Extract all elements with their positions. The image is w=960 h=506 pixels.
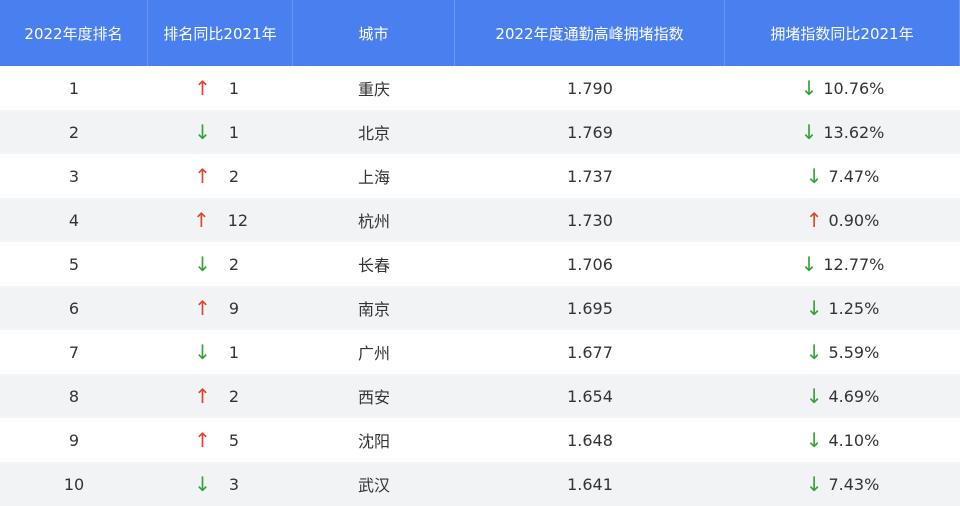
index-change-arrow: ↓	[800, 76, 818, 100]
index-change-arrow: ↑	[805, 208, 823, 232]
header-cell: 2022年度排名	[0, 0, 148, 66]
rank-change-cell: ↑ 1	[148, 66, 293, 110]
city-cell: 重庆	[357, 80, 390, 99]
index-change-cell: ↓ 4.10%	[725, 418, 960, 462]
rank-change-arrow: ↑	[194, 76, 211, 100]
city-cell: 南京	[293, 286, 455, 330]
rank-change-arrow: ↑	[194, 296, 211, 320]
city-cell: 杭州	[293, 198, 455, 242]
rank-change-arrow: ↓	[194, 340, 211, 364]
index-change-value: 4.69%	[828, 386, 880, 406]
index-change-arrow: ↓	[805, 428, 823, 452]
index-change-value: 0.90%	[828, 210, 880, 230]
rank-cell: 2	[0, 110, 148, 154]
city-cell: 北京	[293, 110, 455, 154]
city-cell: 广州	[357, 344, 390, 363]
rank-change-cell: ↓ 1	[148, 330, 293, 374]
rank-change-arrow: ↓	[194, 120, 211, 144]
city-cell: 长春	[357, 256, 390, 275]
rank-cell: 10	[0, 462, 148, 506]
rank-change-cell: ↓ 2	[148, 242, 293, 286]
index-cell: 1.769	[455, 110, 725, 154]
rank-change-cell: ↓ 1	[148, 110, 293, 154]
index-change-cell: ↓ 13.62%	[725, 110, 960, 154]
index-change-arrow: ↓	[805, 164, 823, 188]
rank-change-value: 2	[228, 254, 240, 274]
index-cell: 1.654	[455, 374, 725, 418]
rank-change-arrow: ↑	[194, 428, 211, 452]
city-cell: 上海	[357, 168, 390, 187]
rank-cell: 4	[0, 198, 148, 242]
header-cell: 排名同比2021年	[148, 0, 293, 66]
rank-cell: 8	[0, 374, 148, 418]
index-change-value: 12.77%	[823, 254, 885, 274]
rank-change-value: 1	[228, 122, 240, 142]
rank-change-cell: ↓ 3	[148, 462, 293, 506]
rank-change-value: 2	[228, 386, 240, 406]
rank-change-arrow: ↓	[194, 472, 211, 496]
index-cell: 1.677	[567, 342, 613, 362]
rank-change-value: 9	[228, 298, 240, 318]
rank-change-arrow: ↑	[194, 384, 211, 408]
rank-change-arrow: ↑	[192, 208, 210, 232]
rank-cell: 6	[0, 286, 148, 330]
header-cell: 2022年度通勤高峰拥堵指数	[455, 0, 725, 66]
index-change-cell: ↓ 7.47%	[725, 154, 960, 198]
rank-change-cell: ↑ 9	[148, 286, 293, 330]
index-change-arrow: ↓	[800, 252, 818, 276]
rank-cell: 3	[68, 166, 80, 186]
rank-change-value: 3	[228, 474, 240, 494]
index-change-value: 7.43%	[828, 474, 880, 494]
rank-change-cell: ↑ 2	[148, 374, 293, 418]
rank-change-arrow: ↑	[194, 164, 211, 188]
index-change-value: 4.10%	[828, 430, 880, 450]
rank-change-cell: ↑ 5	[148, 418, 293, 462]
city-cell: 武汉	[293, 462, 455, 506]
index-change-arrow: ↓	[805, 384, 823, 408]
index-change-cell: ↓ 7.43%	[725, 462, 960, 506]
rank-change-value: 1	[228, 78, 240, 98]
header-cell: 城市	[293, 0, 455, 66]
index-cell: 1.695	[455, 286, 725, 330]
city-cell: 西安	[293, 374, 455, 418]
index-cell: 1.648	[567, 430, 613, 450]
index-cell: 1.790	[567, 78, 613, 98]
header-cell: 拥堵指数同比2021年	[725, 0, 960, 66]
index-change-value: 13.62%	[823, 122, 885, 142]
index-change-cell: ↑ 0.90%	[725, 198, 960, 242]
rank-change-value: 1	[228, 342, 240, 362]
index-change-arrow: ↓	[805, 296, 823, 320]
index-change-cell: ↓ 4.69%	[725, 374, 960, 418]
index-cell: 1.730	[455, 198, 725, 242]
index-change-cell: ↓ 5.59%	[725, 330, 960, 374]
city-cell: 沈阳	[357, 432, 390, 451]
rank-change-cell: ↑ 12	[148, 198, 293, 242]
rank-cell: 9	[68, 430, 80, 450]
index-change-arrow: ↓	[805, 340, 823, 364]
index-change-cell: ↓ 12.77%	[725, 242, 960, 286]
index-change-value: 7.47%	[828, 166, 880, 186]
index-change-value: 5.59%	[828, 342, 880, 362]
rank-cell: 1	[68, 78, 80, 98]
rank-change-arrow: ↓	[194, 252, 211, 276]
index-change-cell: ↓ 10.76%	[725, 66, 960, 110]
rank-cell: 7	[68, 342, 80, 362]
index-change-value: 1.25%	[828, 298, 880, 318]
index-change-value: 10.76%	[823, 78, 885, 98]
rank-cell: 5	[68, 254, 80, 274]
rank-change-cell: ↑ 2	[148, 154, 293, 198]
index-cell: 1.706	[567, 254, 613, 274]
index-cell: 1.641	[455, 462, 725, 506]
rank-change-value: 12	[227, 210, 249, 230]
index-change-arrow: ↓	[800, 120, 818, 144]
rank-change-value: 5	[228, 430, 240, 450]
index-cell: 1.737	[567, 166, 613, 186]
index-change-arrow: ↓	[805, 472, 823, 496]
rank-change-value: 2	[228, 166, 240, 186]
index-change-cell: ↓ 1.25%	[725, 286, 960, 330]
